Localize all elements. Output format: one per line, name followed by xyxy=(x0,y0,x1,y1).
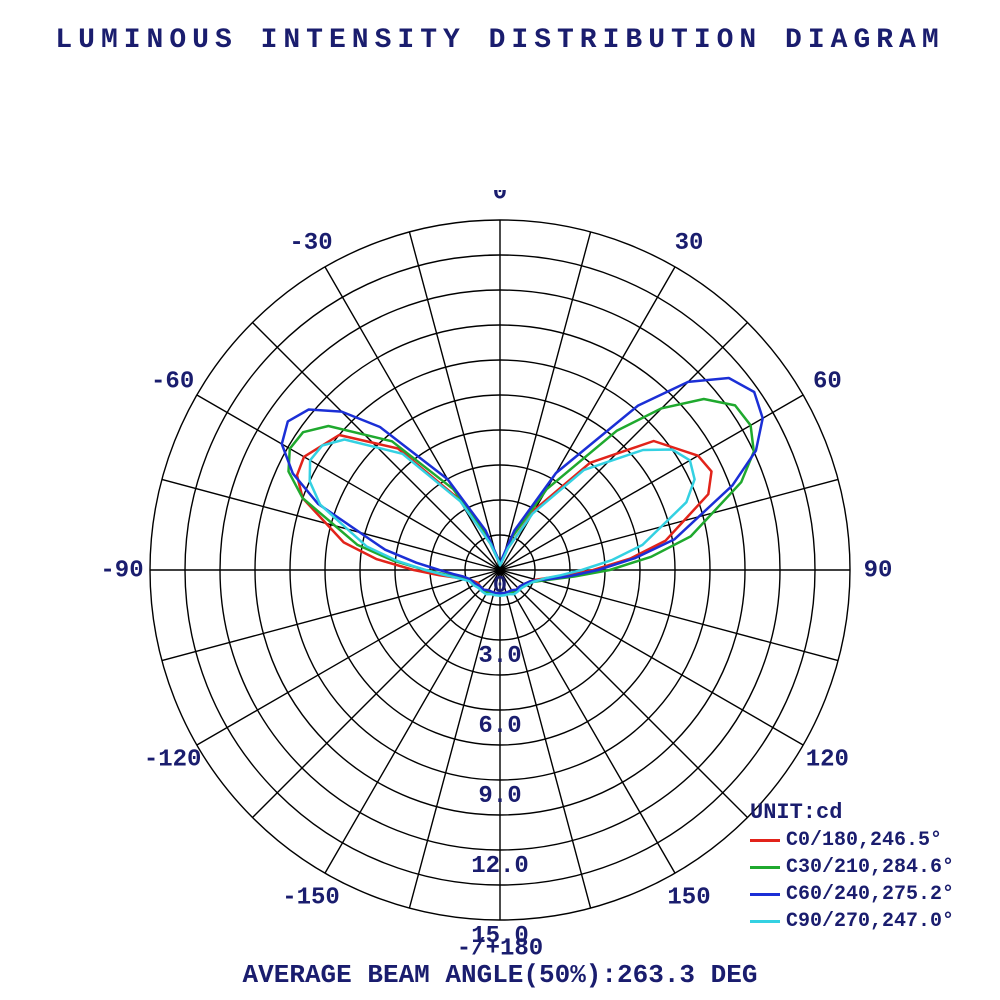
legend-row: C60/240,275.2° xyxy=(750,883,954,906)
legend-label: C90/270,247.0° xyxy=(786,910,954,933)
angle-label: -60 xyxy=(151,368,194,395)
legend-row: C0/180,246.5° xyxy=(750,829,954,852)
legend-label: C60/240,275.2° xyxy=(786,883,954,906)
legend-label: C0/180,246.5° xyxy=(786,829,942,852)
angle-label: 90 xyxy=(864,557,893,584)
ring-label: 3.0 xyxy=(478,643,521,670)
angle-label: -120 xyxy=(144,746,202,773)
angle-label: 150 xyxy=(667,885,710,912)
legend-label: C30/210,284.6° xyxy=(786,856,954,879)
legend-row: C30/210,284.6° xyxy=(750,856,954,879)
angle-label: -150 xyxy=(282,885,340,912)
angle-label: 120 xyxy=(806,746,849,773)
legend: UNIT:cd C0/180,246.5° C30/210,284.6° C60/2… xyxy=(750,800,954,937)
angle-label: -90 xyxy=(100,557,143,584)
legend-row: C90/270,247.0° xyxy=(750,910,954,933)
angle-label: 60 xyxy=(813,368,842,395)
legend-swatch xyxy=(750,920,780,923)
angle-label: -30 xyxy=(289,230,332,257)
legend-swatch xyxy=(750,893,780,896)
ring-label: 15.0 xyxy=(471,923,529,950)
legend-swatch xyxy=(750,866,780,869)
angle-label: 30 xyxy=(675,230,704,257)
ring-label: 12.0 xyxy=(471,853,529,880)
legend-swatch xyxy=(750,839,780,842)
ring-label: 6.0 xyxy=(478,713,521,740)
angle-label: 0 xyxy=(493,190,507,206)
unit-label: UNIT:cd xyxy=(750,800,954,825)
chart-title: LUMINOUS INTENSITY DISTRIBUTION DIAGRAM xyxy=(0,25,1000,56)
chart-footer: AVERAGE BEAM ANGLE(50%):263.3 DEG xyxy=(0,960,1000,990)
ring-label: 9.0 xyxy=(478,783,521,810)
